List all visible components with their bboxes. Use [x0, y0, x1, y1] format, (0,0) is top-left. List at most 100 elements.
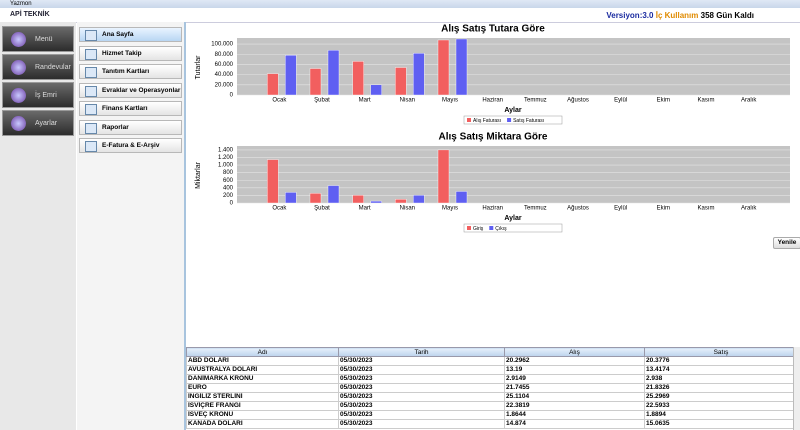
table-cell: KANADA DOLARI — [186, 419, 339, 429]
bar — [327, 49, 340, 96]
x-tick-label: Temmuz — [524, 98, 547, 104]
legend-swatch — [507, 118, 512, 122]
x-tick-label: Nisan — [400, 206, 415, 212]
table-cell: 13.19 — [504, 365, 645, 375]
scrollbar[interactable] — [793, 347, 800, 430]
label: Evraklar ve Operasyonlar — [102, 86, 181, 94]
icon — [11, 60, 26, 75]
column-header: Alış — [504, 347, 645, 357]
icon — [85, 67, 97, 78]
header: APİ TEKNİK Versiyon:3.0 İç Kullanım 358 … — [0, 8, 800, 23]
menu-button[interactable]: E-Fatura & E-Arşiv — [79, 138, 182, 153]
y-tick-label: 40.000 — [215, 72, 234, 78]
table-cell: 25.2969 — [644, 392, 798, 402]
y-tick-label: 60.000 — [215, 62, 234, 68]
label: Menü — [35, 36, 53, 43]
legend-swatch — [489, 226, 494, 230]
column-header: Adı — [186, 347, 339, 357]
bar — [395, 67, 407, 96]
table-cell: 21.7455 — [504, 383, 645, 393]
menu-button[interactable]: Ana Sayfa — [79, 27, 182, 42]
x-tick-label: Şubat — [314, 98, 330, 104]
table-row[interactable]: EURO 05/30/2023 21.7455 21.8326 — [186, 383, 798, 393]
table-row[interactable]: ABD DOLARI 05/30/2023 20.2962 20.3776 — [186, 356, 798, 366]
menu-button[interactable]: Raporlar — [79, 119, 182, 135]
x-tick-label: Ağustos — [567, 206, 589, 212]
sidebar-button[interactable]: Randevular — [2, 54, 74, 80]
y-tick-label: 200 — [223, 193, 234, 199]
table-cell: 25.1104 — [504, 392, 645, 402]
icon — [11, 88, 26, 103]
sidebar-button[interactable]: Ayarlar — [2, 110, 74, 136]
table-cell: EURO — [186, 383, 339, 393]
table-cell: 05/30/2023 — [338, 365, 505, 375]
legend-box — [463, 223, 563, 233]
x-axis-label: Aylar — [504, 215, 522, 222]
legend-swatch — [467, 118, 471, 122]
legend-label: Alış Faturası — [473, 118, 501, 124]
y-tick-label: 1.400 — [218, 147, 234, 153]
y-tick-label: 400 — [223, 185, 234, 191]
x-tick-label: Aralık — [741, 98, 757, 104]
bar — [352, 195, 364, 204]
icon — [11, 116, 26, 131]
label: Finans Kartları — [102, 105, 148, 112]
menu-button[interactable]: Tanıtım Kartları — [79, 64, 182, 79]
y-axis-label: Miktarlar — [195, 161, 202, 189]
label: Tanıtım Kartları — [102, 68, 150, 75]
refresh-button[interactable]: Yenile — [773, 237, 800, 249]
icon — [85, 122, 97, 134]
menu-button[interactable]: Hizmet Takip — [79, 45, 182, 61]
x-tick-label: Ekim — [657, 98, 670, 104]
table-cell: 13.4174 — [644, 365, 798, 375]
label: İş Emri — [35, 92, 57, 99]
table-cell: 05/30/2023 — [338, 374, 505, 384]
sidebar-button[interactable]: Menü — [2, 26, 74, 52]
chart-title: Alış Satış Miktara Göre — [439, 132, 548, 143]
bar — [455, 38, 468, 96]
menu-button[interactable]: Evraklar ve Operasyonlar — [79, 82, 182, 98]
title-bar: Yazmon — [0, 0, 800, 8]
x-tick-label: Ağustos — [567, 98, 589, 104]
x-tick-label: Eylül — [614, 98, 627, 104]
bar — [267, 159, 279, 204]
x-tick-label: Şubat — [314, 206, 330, 212]
bar — [370, 200, 382, 204]
table-row[interactable]: DANİMARKA KRONU 05/30/2023 2.9149 2.938 — [186, 374, 798, 384]
x-tick-label: Haziran — [482, 206, 503, 212]
table-cell: 05/30/2023 — [338, 401, 505, 411]
legend-label: Satış Faturası — [513, 118, 544, 124]
table-cell: 1.8894 — [644, 410, 798, 420]
table-cell: İNGİLİZ STERLİNİ — [186, 392, 339, 402]
y-tick-label: 1.200 — [218, 155, 234, 161]
version-info: Versiyon:3.0 İç Kullanım 358 Gün Kaldı — [606, 11, 754, 20]
label: Raporlar — [102, 123, 129, 131]
menu-button[interactable]: Finans Kartları — [79, 101, 182, 116]
table-row[interactable]: İSVİÇRE FRANGI 05/30/2023 22.3819 22.5933 — [186, 401, 798, 411]
table-row[interactable]: KANADA DOLARI 05/30/2023 14.874 15.0635 — [186, 419, 798, 429]
sidebar-button[interactable]: İş Emri — [2, 82, 74, 108]
table-row[interactable]: AVUSTRALYA DOLARI 05/30/2023 13.19 13.4174 — [186, 365, 798, 375]
table-cell: 20.2962 — [504, 356, 645, 366]
icon — [11, 32, 26, 47]
table-row[interactable]: İSVEÇ KRONU 05/30/2023 1.8644 1.8894 — [186, 410, 798, 420]
table-cell: İSVEÇ KRONU — [186, 410, 339, 420]
table-cell: 05/30/2023 — [338, 410, 505, 420]
table-cell: 1.8644 — [504, 410, 645, 420]
rates-table: Adı Tarih Alış Satış ABD DOLARI 05/30/2023 20.… — [186, 347, 798, 429]
table-cell: 22.3819 — [504, 401, 645, 411]
table-cell: 15.0635 — [644, 419, 798, 429]
y-axis-label: Tutarlar — [195, 55, 202, 80]
x-tick-label: Kasım — [697, 206, 714, 212]
table-row[interactable]: İNGİLİZ STERLİNİ 05/30/2023 25.1104 25.2969 — [186, 392, 798, 402]
legend-label: Giriş — [473, 226, 484, 232]
x-tick-label: Nisan — [400, 98, 415, 104]
x-tick-label: Aralık — [741, 206, 757, 212]
bar — [413, 195, 425, 204]
y-tick-label: 0 — [230, 93, 234, 99]
remaining: 358 Gün Kaldı — [700, 11, 754, 20]
table-cell: ABD DOLARI — [186, 356, 339, 366]
label: Ayarlar — [35, 120, 58, 127]
y-tick-label: 100.000 — [211, 42, 233, 48]
y-tick-label: 20.000 — [215, 82, 234, 88]
